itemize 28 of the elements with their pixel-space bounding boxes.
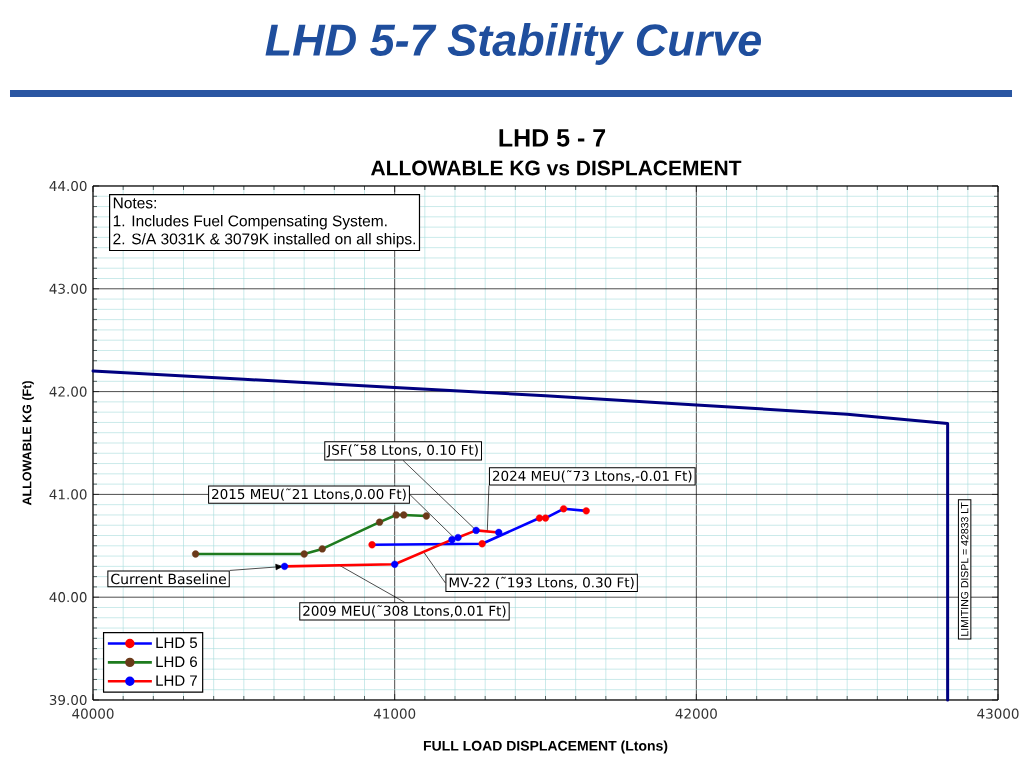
annotation: 2. S/A 3031K & 3079K installed on all ships.	[113, 233, 416, 248]
y-tick-label: 41.00	[49, 489, 87, 500]
legend-label: LHD 5	[156, 637, 198, 649]
y-tick-label: 43.00	[49, 283, 87, 294]
y-tick-label: 40.00	[49, 592, 87, 603]
chart-title: LHD 5-7 Stability Curve	[265, 23, 762, 65]
annotation: 2009 MEU(˜308 Ltons,0.01 Ft)	[303, 605, 506, 618]
annotation: JSF(˜58 Ltons, 0.10 Ft)	[326, 444, 478, 458]
annotation: 1. Includes Fuel Compensating System.	[113, 215, 387, 230]
annotation: Notes:	[113, 197, 156, 209]
y-tick-label: 39.00	[49, 694, 87, 706]
annotation: LIMITING DISPL = 42833 LT	[960, 502, 969, 636]
legend-label: LHD 7	[156, 675, 197, 686]
annotation: 2015 MEU(˜21 Ltons,0.00 Ft)	[212, 488, 406, 501]
x-tick-label: 41000	[373, 708, 416, 719]
y-tick-label: 44.00	[49, 180, 87, 192]
annotation: 2024 MEU(˜73 Ltons,-0.01 Ft)	[492, 470, 692, 483]
chart-subtitle: LHD 5 - 7	[499, 129, 606, 147]
x-tick-label: 43000	[977, 708, 1019, 719]
y-axis-title: ALLOWABLE KG (Ft)	[22, 381, 34, 506]
legend-label: LHD 6	[156, 656, 197, 668]
x-tick-label: 42000	[675, 708, 717, 719]
x-tick-label: 40000	[72, 708, 114, 719]
annotation: Current Baseline	[111, 573, 227, 585]
text: ALLOWABLE KG vs DISPLACEMENT	[371, 160, 742, 176]
x-axis-title: FULL LOAD DISPLACEMENT (Ltons)	[423, 740, 668, 754]
y-tick-label: 42.00	[49, 386, 87, 397]
annotation: MV-22 (˜193 Ltons, 0.30 Ft)	[449, 576, 634, 590]
